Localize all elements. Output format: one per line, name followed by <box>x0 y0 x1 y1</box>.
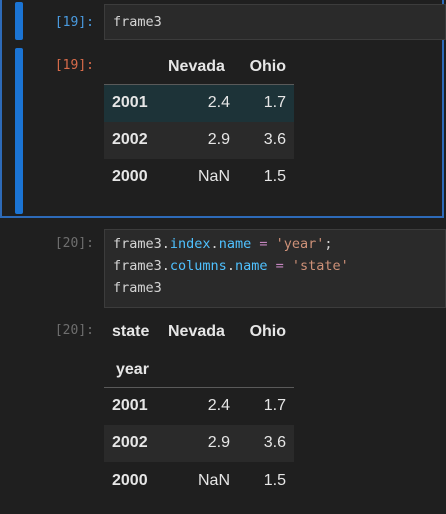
cell-value-nevada: NaN <box>197 168 230 185</box>
code-editor[interactable]: frame3 <box>104 4 446 40</box>
table-row: 2001 2.4 1.7 <box>104 85 294 122</box>
input-collapse-bar[interactable] <box>15 2 23 40</box>
column-header-ohio: Ohio <box>249 58 286 75</box>
cell-value-ohio: 1.5 <box>263 168 286 185</box>
header-divider <box>104 387 294 388</box>
row-index: 2002 <box>112 131 148 148</box>
cell-value-nevada: 2.4 <box>207 94 230 111</box>
cell-value-ohio: 1.5 <box>263 472 286 489</box>
dataframe-output: state Nevada Ohio year 2001 2.4 1.7 2002… <box>104 313 294 514</box>
table-row: 2001 2.4 1.7 <box>104 388 294 425</box>
cell-value-ohio: 1.7 <box>263 94 286 111</box>
cell-value-nevada: 2.9 <box>207 131 230 148</box>
cell-value-ohio: 1.7 <box>263 397 286 414</box>
code-line: frame3 <box>113 280 162 296</box>
output-prompt: [19]: <box>54 58 94 73</box>
column-header-nevada: Nevada <box>168 323 225 340</box>
row-index: 2000 <box>112 472 148 489</box>
header-divider <box>104 84 294 85</box>
row-index: 2001 <box>112 397 148 414</box>
cell-value-nevada: 2.9 <box>207 434 230 451</box>
index-name-label: year <box>116 361 149 378</box>
table-row: 2000 NaN 1.5 <box>104 463 294 500</box>
cell-selection-border <box>0 0 2 216</box>
cell-value-ohio: 3.6 <box>263 434 286 451</box>
notebook-cell-19[interactable]: [19]: [19]: frame3 Nevada Ohio 2001 2.4 … <box>0 0 446 218</box>
cell-value-nevada: 2.4 <box>207 397 230 414</box>
output-prompt: [20]: <box>54 323 94 338</box>
table-row: 2002 2.9 3.6 <box>104 122 294 159</box>
code-editor[interactable]: frame3.index.name = 'year'; frame3.colum… <box>104 229 446 308</box>
row-index: 2001 <box>112 94 148 111</box>
row-index: 2002 <box>112 434 148 451</box>
table-row: 2002 2.9 3.6 <box>104 425 294 462</box>
code-line: frame3.index.name = 'year'; <box>113 236 333 252</box>
dataframe-output: Nevada Ohio 2001 2.4 1.7 2002 2.9 3.6 20… <box>104 48 294 212</box>
cell-value-ohio: 3.6 <box>263 131 286 148</box>
row-index: 2000 <box>112 168 148 185</box>
code-line: frame3.columns.name = 'state' <box>113 258 349 274</box>
cell-value-nevada: NaN <box>197 472 230 489</box>
table-row: 2000 NaN 1.5 <box>104 159 294 196</box>
output-collapse-bar[interactable] <box>15 48 23 214</box>
input-prompt: [20]: <box>54 236 94 251</box>
input-prompt: [19]: <box>54 15 94 30</box>
column-header-nevada: Nevada <box>168 58 225 75</box>
columns-name-label: state <box>112 323 150 340</box>
column-header-ohio: Ohio <box>249 323 286 340</box>
code-line: frame3 <box>113 14 162 30</box>
